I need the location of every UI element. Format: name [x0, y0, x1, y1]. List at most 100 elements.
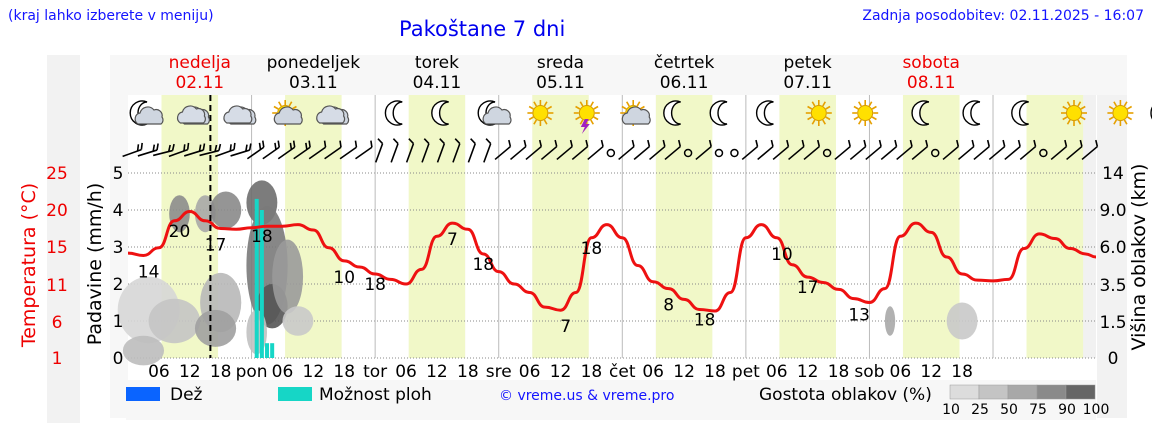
day-date: 08.11	[906, 73, 956, 93]
region-menu-hint[interactable]: (kraj lahko izberete v meniju)	[8, 8, 214, 24]
wind-barb-icon	[911, 139, 929, 161]
day-name: ponedeljek	[266, 53, 361, 73]
day-header: torek 04.11	[377, 53, 497, 93]
moon-icon	[755, 100, 774, 126]
cloud-density-swatch	[978, 384, 1009, 400]
x-tick-label: tor	[363, 362, 387, 382]
calm-wind-icon	[730, 148, 739, 158]
daytime-band	[408, 95, 466, 358]
wind-barb-icon	[587, 139, 604, 161]
legend-shower-swatch	[278, 387, 312, 401]
wind-barb-icon	[788, 139, 805, 161]
moon-icon	[477, 100, 496, 126]
precip-tick: 4	[113, 201, 124, 221]
wind-barb-icon	[168, 142, 190, 158]
wind-barb-icon	[467, 138, 477, 163]
cloud-density-tick: 90	[1058, 402, 1076, 418]
wind-barb-icon	[1050, 139, 1068, 161]
cloud-icon	[223, 105, 253, 124]
calm-wind-icon	[606, 148, 616, 158]
day-name: četrtek	[653, 53, 715, 73]
moon-icon	[384, 100, 403, 126]
calm-wind-icon	[1039, 148, 1048, 158]
wind-barb-icon	[525, 139, 543, 161]
x-tick-label: 06	[395, 362, 417, 382]
right-axis-panel	[1097, 95, 1127, 418]
temperature-label: 18	[364, 275, 386, 295]
moon-icon	[1011, 100, 1029, 126]
sun-icon	[805, 100, 832, 126]
day-header: sreda 05.11	[501, 53, 621, 93]
cloud-density-tick: 10	[942, 402, 960, 418]
cloud-density-swatch	[949, 384, 980, 400]
precip-tick: 5	[113, 164, 124, 184]
day-name: petek	[783, 53, 832, 73]
last-update: Zadnja posodobitev: 02.11.2025 - 16:07	[862, 8, 1144, 24]
temperature-tick: 11	[46, 276, 68, 296]
moon-icon	[129, 100, 148, 126]
sun-icon	[573, 100, 600, 126]
legend-shower-label: Možnost ploh	[319, 385, 432, 405]
left-axis-panel	[47, 55, 80, 423]
x-tick-label: 06	[148, 362, 170, 382]
wind-barb-icon	[618, 139, 635, 161]
temperature-label: 18	[251, 227, 273, 247]
wind-barb-icon	[973, 139, 991, 161]
x-tick-label: 12	[550, 362, 572, 382]
precip-tick: 2	[113, 275, 124, 295]
precip-tick: 3	[113, 238, 124, 258]
wind-barb-icon	[452, 138, 461, 163]
wind-barb-icon	[199, 143, 222, 157]
cloud-height-tick: 6.0	[1099, 238, 1126, 258]
moon-icon	[431, 100, 449, 126]
sun-icon	[1061, 100, 1087, 126]
x-tick-label: 18	[828, 362, 850, 382]
cloud-density-patch	[210, 191, 242, 229]
wind-barb-icon	[556, 139, 573, 161]
daytime-band	[532, 95, 589, 358]
day-name: torek	[414, 53, 459, 73]
cloud-density-swatch	[1007, 384, 1038, 400]
moon-icon	[663, 100, 681, 126]
temperature-tick: 20	[46, 201, 68, 221]
day-header: nedelja 02.11	[140, 53, 260, 93]
wind-barb-icon	[865, 139, 882, 161]
daytime-band	[655, 95, 713, 358]
cloud-height-tick: 1.5	[1099, 313, 1126, 333]
wind-barb-icon	[1081, 139, 1099, 161]
temperature-label: 17	[205, 236, 227, 256]
cloud-density-tick: 25	[971, 402, 989, 418]
temperature-label: 13	[848, 306, 870, 326]
cloud-height-tick: 14	[1102, 164, 1124, 184]
x-tick-label: sre	[486, 362, 512, 382]
day-header: ponedeljek 03.11	[253, 53, 373, 93]
x-tick-label: 06	[766, 362, 788, 382]
x-tick-label: 18	[951, 362, 973, 382]
temperature-label: 17	[797, 278, 819, 298]
legend-rain-swatch	[126, 387, 160, 401]
wind-barb-icon	[494, 139, 512, 161]
shower-bar	[254, 198, 259, 358]
day-name: sobota	[902, 53, 960, 73]
x-tick-label: 12	[797, 362, 819, 382]
wind-barb-icon	[1066, 139, 1083, 161]
cloud-density-patch	[946, 302, 978, 340]
cloud-icon	[134, 106, 164, 125]
cloud-density-patch	[169, 195, 190, 233]
x-tick-label: 12	[426, 362, 448, 382]
cloud-density-patch	[272, 239, 304, 314]
x-tick-label: 12	[673, 362, 695, 382]
day-name: nedelja	[168, 53, 231, 73]
wind-barb-icon	[880, 139, 898, 161]
calm-wind-icon	[714, 148, 724, 158]
left-gutter-panel	[110, 95, 128, 418]
day-date: 02.11	[175, 73, 225, 93]
temperature-label: 10	[771, 245, 793, 265]
day-date: 03.11	[289, 73, 338, 93]
cloud-density-patch	[884, 306, 896, 336]
wind-barb-icon	[374, 138, 384, 163]
wind-barb-icon	[1004, 139, 1021, 161]
credit-link[interactable]: © vreme.us & vreme.pro	[499, 388, 675, 404]
precip-tick: 0	[113, 349, 124, 369]
